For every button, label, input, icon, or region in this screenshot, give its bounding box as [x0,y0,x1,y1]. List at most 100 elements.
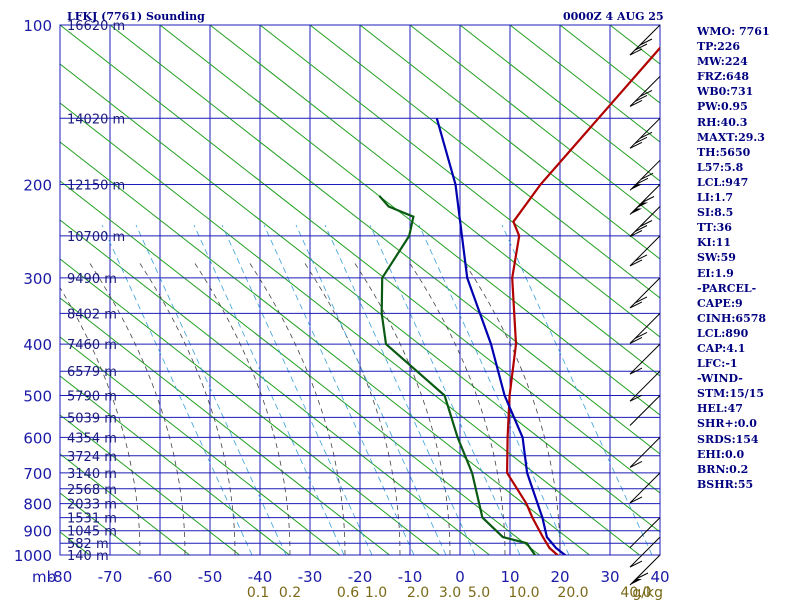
wind-barb-staff [629,370,661,402]
dry-adiabat-line [359,25,660,260]
moist-adiabat-line [354,263,451,555]
dry-adiabat-line [60,453,191,555]
stat-item: BSHR:55 [697,477,754,491]
height-label: 12150 m [67,179,125,194]
wind-barb-staff [629,517,661,548]
dry-adiabat-line [60,258,441,555]
wind-barb-staff [629,24,661,56]
mixing-ratio-line [418,224,570,555]
stat-item: SW:59 [697,251,736,265]
dry-adiabat-line [60,141,591,555]
plot-border [59,24,661,556]
profile-series-line [435,118,567,555]
height-label: 3724 m [67,450,117,465]
temperature-tick-label: -40 [248,568,273,586]
wind-barb [629,277,661,309]
wind-barb-flag [630,184,642,191]
dry-adiabat-line [60,336,341,555]
height-label: 7460 m [67,338,117,353]
dry-adiabat-line [60,219,491,555]
height-label: 9490 m [67,272,117,287]
height-label: 582 m [67,537,109,552]
wind-barb-feather [629,141,643,149]
height-label: 4354 m [67,431,117,446]
mixing-ratio-tick-label: 2.0 [407,585,429,600]
moist-adiabat-line [464,263,561,555]
wind-barb [629,472,661,504]
moist-adiabat-line [139,263,236,555]
pressure-tick-label: 800 [23,496,52,514]
mixing-ratio-line [193,224,345,555]
dry-adiabat-line [60,180,541,555]
wind-barb-feather [634,225,648,232]
dry-adiabat-line [459,25,660,182]
wind-barb-staff [629,536,661,568]
mixing-ratio-line [135,224,287,555]
stat-item: CINH:6578 [697,311,767,325]
height-label: 5790 m [67,390,117,405]
stat-item: TH:5650 [697,145,751,159]
pressure-tick-label: 1000 [14,547,52,565]
stat-item: WB0:731 [697,85,754,99]
dry-adiabat-line [60,375,291,555]
stat-item: EI:1.9 [697,266,734,280]
wind-barb-staff [629,76,661,107]
stat-item: LI:1.7 [697,191,734,205]
stat-item: CAPE:9 [697,296,743,310]
wind-barb-feather [641,196,655,203]
wind-barb-feather [629,99,643,107]
mixing-ratio-tick-label: 0.6 [337,585,359,600]
wind-barb-feather [629,259,643,267]
mixing-ratio-tick-label: 3.0 [439,585,461,600]
wind-barb-feather [629,460,643,468]
height-label: 1531 m [67,512,117,527]
stat-item: FRZ:648 [697,70,750,84]
mixing-ratio-tick-label: 5.0 [468,585,490,600]
temperature-tick-label: 20 [550,568,569,586]
stat-item: LCL:947 [697,175,749,189]
stat-item: EHI:0.0 [697,447,745,461]
wind-barbs [629,24,661,586]
wind-barb [629,159,661,191]
temperature-tick-label: -50 [198,568,223,586]
wind-barb-feather [639,220,653,227]
wind-barb-feather [629,230,643,237]
dry-adiabat-line [109,25,660,455]
wind-barb-feather [634,136,648,144]
wind-barb-feather [635,572,649,580]
mixing-ratio-tick-label: 0.1 [247,585,269,600]
mixing-ratio-tick-label: 10.0 [508,585,539,600]
pressure-tick-label: 500 [23,388,52,406]
wind-barb-feather [629,301,643,309]
wind-barb-flag [630,579,642,585]
stat-item: CAP:4.1 [697,341,746,355]
wind-barb-staff [629,437,661,468]
stat-item: KI:11 [697,236,732,250]
mixing-ratio-line [295,224,447,555]
temperature-tick-label: 10 [500,568,519,586]
wind-barb [629,517,661,548]
height-label: 3140 m [67,467,117,482]
height-label: 8402 m [67,307,117,322]
height-label: 5039 m [67,411,117,426]
dry-adiabat-line [309,25,660,299]
moist-adiabat-line [89,263,186,555]
moist-adiabat-line [60,286,141,555]
stat-item: -WIND- [697,372,743,386]
dry-adiabat-line [409,25,660,221]
temperature-tick-label: 30 [600,568,619,586]
wind-barb [629,184,661,215]
temperature-tick-label: -80 [48,568,73,586]
wind-barb-flag [636,202,648,209]
moist-adiabat-line [194,263,291,555]
sounding-time: 0000Z 4 AUG 25 [563,10,664,23]
wind-barb [629,235,661,267]
wind-barb-staff [629,343,661,375]
stat-item: STM:15/15 [697,387,764,401]
moist-adiabat-grid [60,263,561,555]
height-label: 140 m [67,549,109,564]
mixing-ratio-tick-label: 40.0 [620,585,651,600]
mixing-ratio-line [324,224,476,555]
wind-barb-feather [639,89,653,97]
wind-barb [629,343,661,375]
